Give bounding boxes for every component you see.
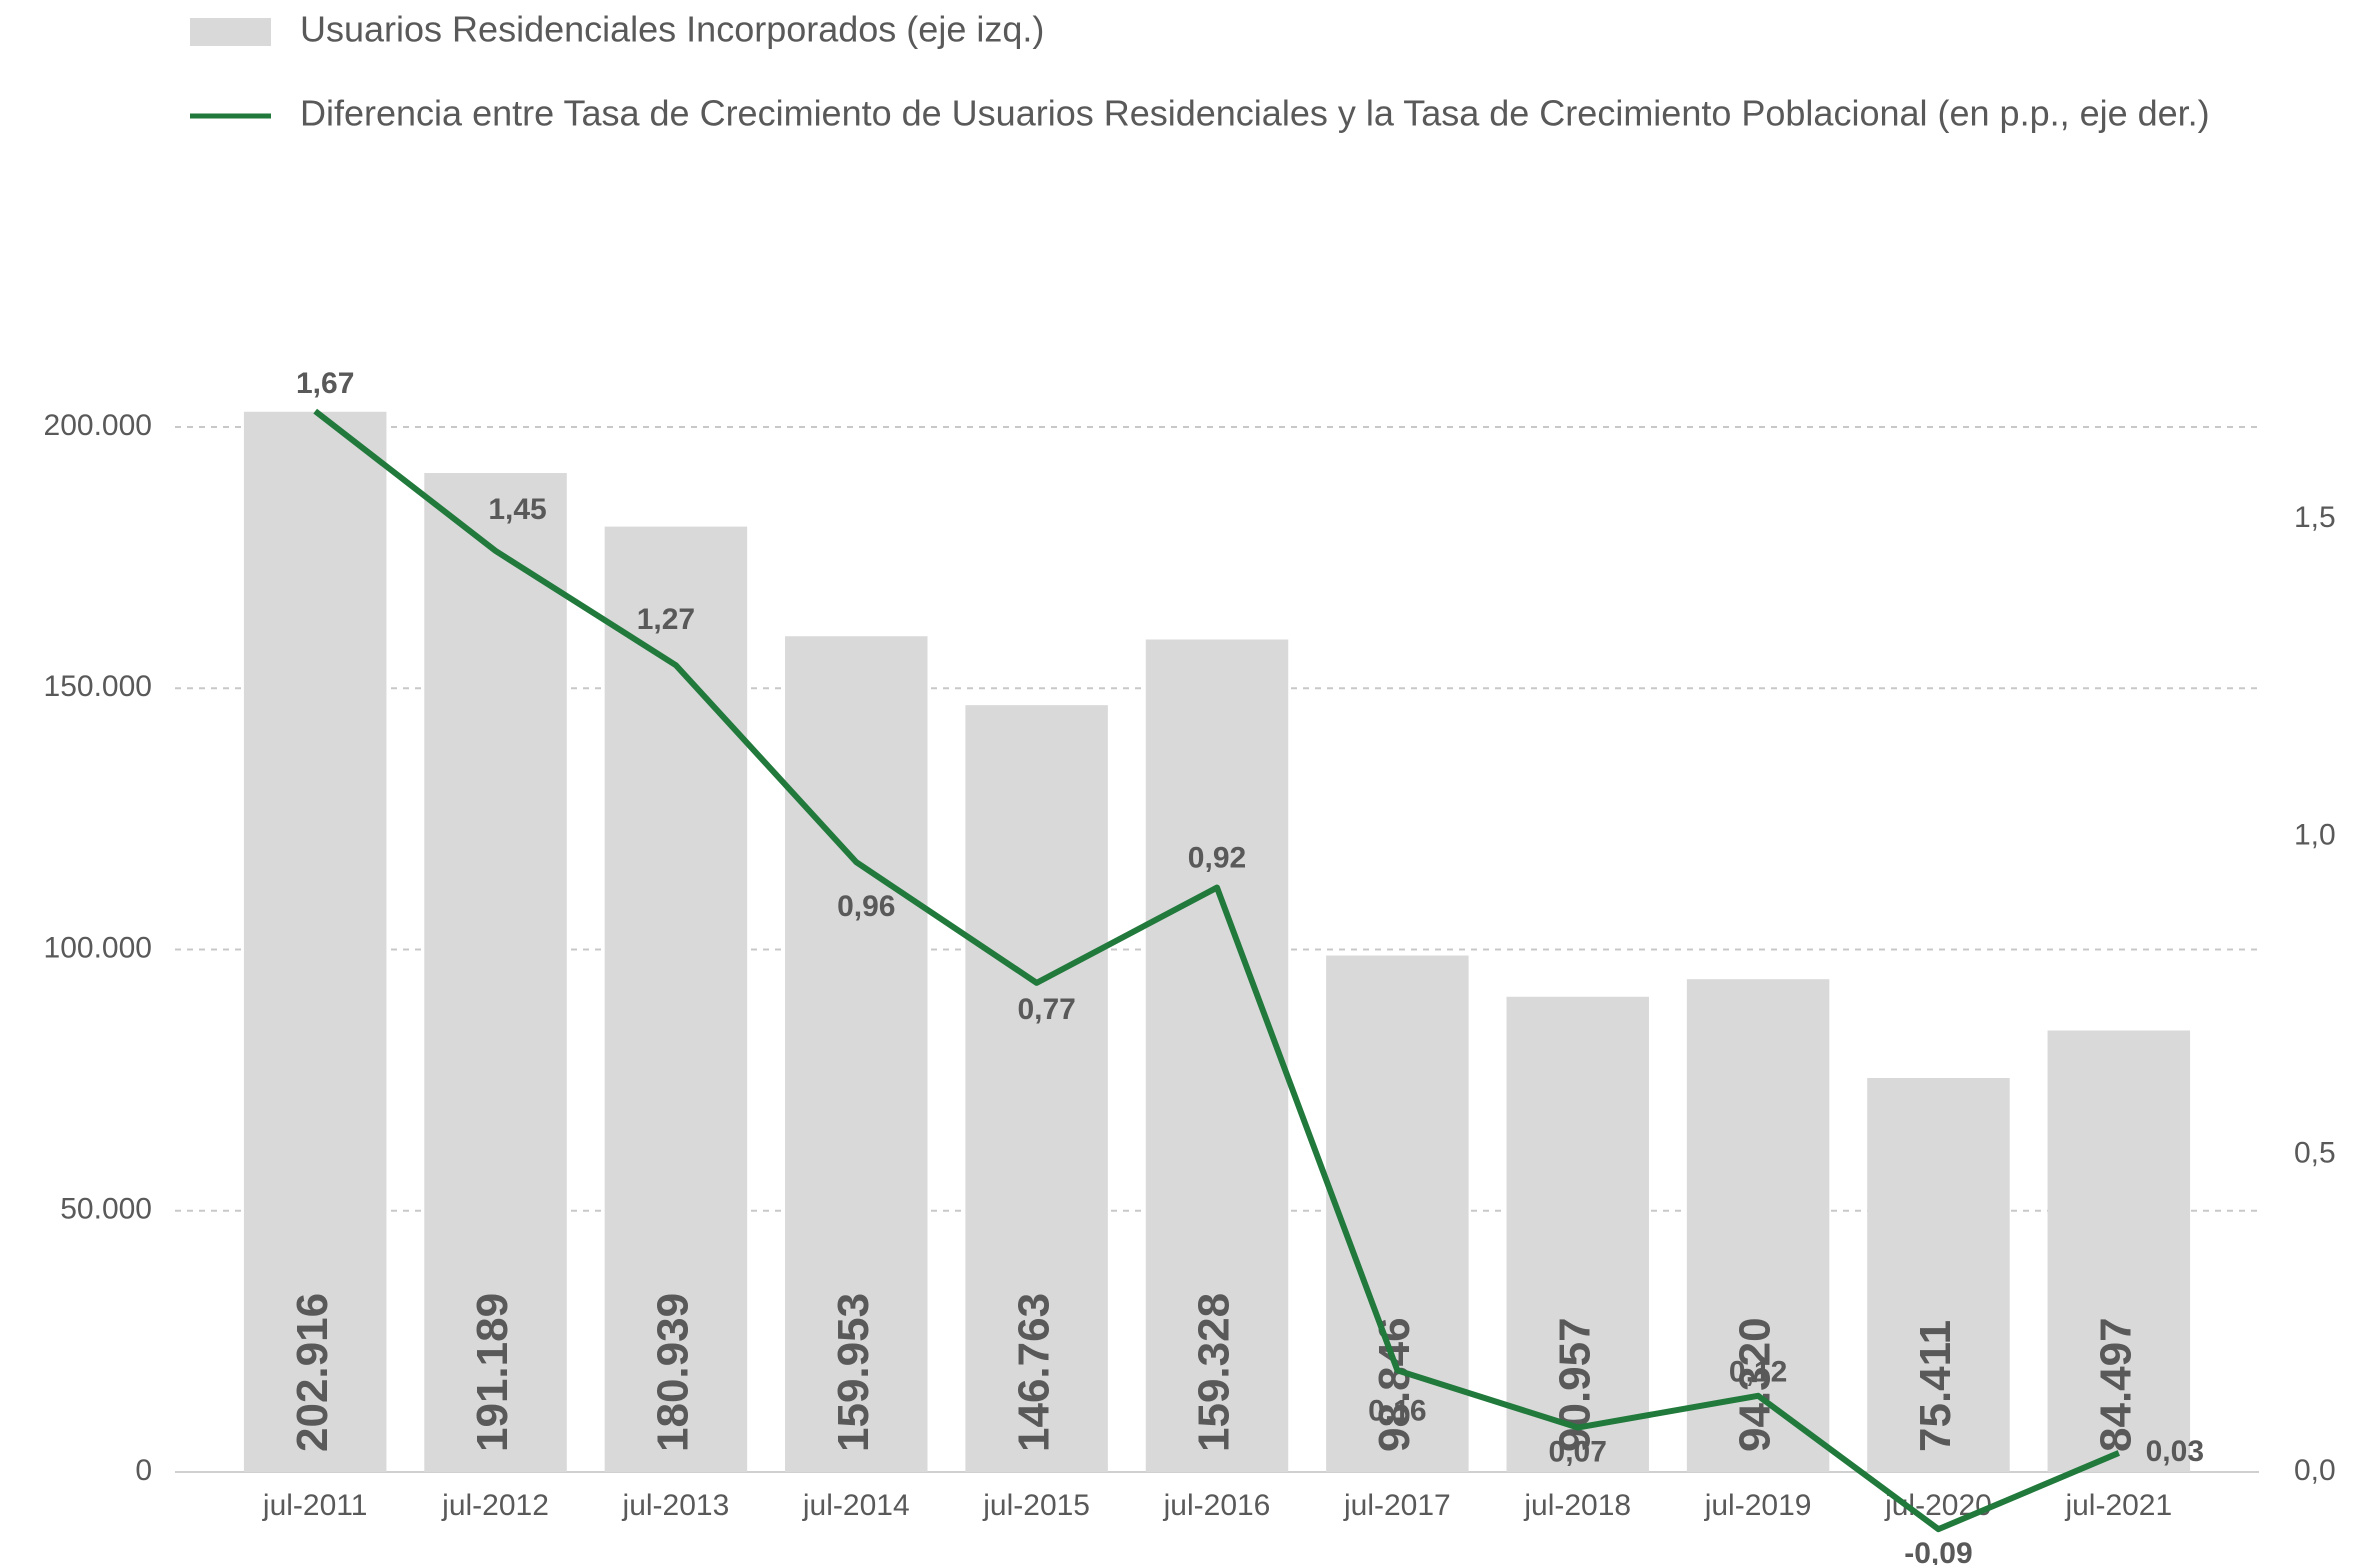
bar [1506,996,1649,1472]
bar-value-label: 159.328 [1190,1293,1239,1452]
line [313,408,2120,1533]
x-tick-label: jul-2021 [2064,1489,2172,1522]
bar [424,473,567,1472]
bar-value-label: 191.189 [468,1293,517,1452]
bar-value-label: 180.939 [649,1293,698,1452]
y2-tick-label: 0,0 [2294,1454,2336,1487]
x-tick-label: jul-2019 [1704,1489,1812,1522]
bar [785,636,928,1472]
x-tick-label: jul-2014 [802,1489,910,1522]
x-tick-label: jul-2018 [1523,1489,1631,1522]
y-tick-label: 200.000 [44,409,152,442]
y2-tick-label: 1,0 [2294,819,2336,852]
line-value-label: 0,07 [1549,1435,1607,1468]
bar-value-label: 75.411 [1911,1320,1960,1452]
bar [1145,639,1289,1472]
y-tick-label: 100.000 [44,931,152,964]
bar-value-label: 98.846 [1370,1317,1419,1452]
x-tick-label: jul-2020 [1884,1489,1992,1522]
line-value-label: 1,67 [296,367,354,400]
bar-value-label: 84.497 [2091,1317,2140,1452]
line-value-label: 0,12 [1729,1356,1787,1389]
bar-value-label: 202.916 [288,1293,337,1452]
x-tick-label: jul-2012 [441,1489,549,1522]
line-value-label: -0,09 [1904,1537,1972,1565]
line-value-label: 1,27 [637,603,695,636]
y2-tick-label: 1,5 [2294,501,2336,534]
line-value-label: 0,96 [837,890,895,923]
bar-value-label: 90.957 [1550,1317,1599,1452]
y-tick-label: 150.000 [44,670,152,703]
x-tick-label: jul-2015 [982,1489,1090,1522]
y2-tick-label: 0,5 [2294,1136,2336,1169]
bar [604,526,748,1472]
bar [243,411,387,1472]
y-tick-label: 0 [135,1454,152,1487]
bar-value-label: 94.320 [1731,1317,1780,1452]
bar [1686,979,1830,1472]
line-value-label: 0,92 [1188,841,1246,874]
legend-swatch [190,18,271,46]
x-tick-label: jul-2017 [1343,1489,1451,1522]
x-tick-label: jul-2011 [262,1489,368,1522]
line-value-label: 1,45 [488,493,546,526]
y-tick-label: 50.000 [60,1193,152,1226]
bar-value-label: 159.953 [829,1293,878,1452]
x-tick-label: jul-2016 [1163,1489,1271,1522]
legend-label: Usuarios Residenciales Incorporados (eje… [300,9,1044,50]
bar [965,705,1108,1472]
bar-value-label: 146.763 [1009,1293,1058,1452]
x-tick-label: jul-2013 [622,1489,730,1522]
bar [1867,1077,2010,1472]
line-value-label: 0,16 [1368,1394,1426,1427]
legend-label: Diferencia entre Tasa de Crecimiento de … [300,93,2210,134]
line-value-label: 0,77 [1017,993,1075,1026]
bar [2047,1030,2191,1472]
line-value-label: 0,03 [2146,1435,2204,1468]
